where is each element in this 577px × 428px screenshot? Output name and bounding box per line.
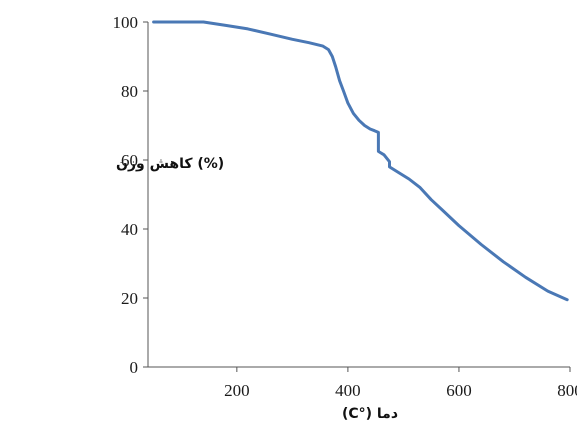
y-axis-ticks: 0 20 40 60 80 100: [113, 13, 148, 377]
y-tick-label: 80: [121, 82, 138, 101]
y-axis-title: (%) کاهش وزن: [116, 156, 224, 172]
x-tick-label: 800: [557, 381, 577, 400]
x-tick-label: 200: [224, 381, 250, 400]
weight-loss-series-line: [152, 20, 569, 302]
x-axis-ticks: 200 400 600 800: [224, 367, 577, 400]
y-tick-label: 40: [121, 220, 138, 239]
y-tick-label: 100: [113, 13, 139, 32]
x-axis-title: دما (°C): [342, 406, 398, 422]
x-tick-label: 400: [335, 381, 361, 400]
y-tick-label: 60: [121, 151, 138, 170]
y-tick-label: 20: [121, 289, 138, 308]
x-tick-label: 600: [446, 381, 472, 400]
y-tick-label: 0: [130, 358, 139, 377]
